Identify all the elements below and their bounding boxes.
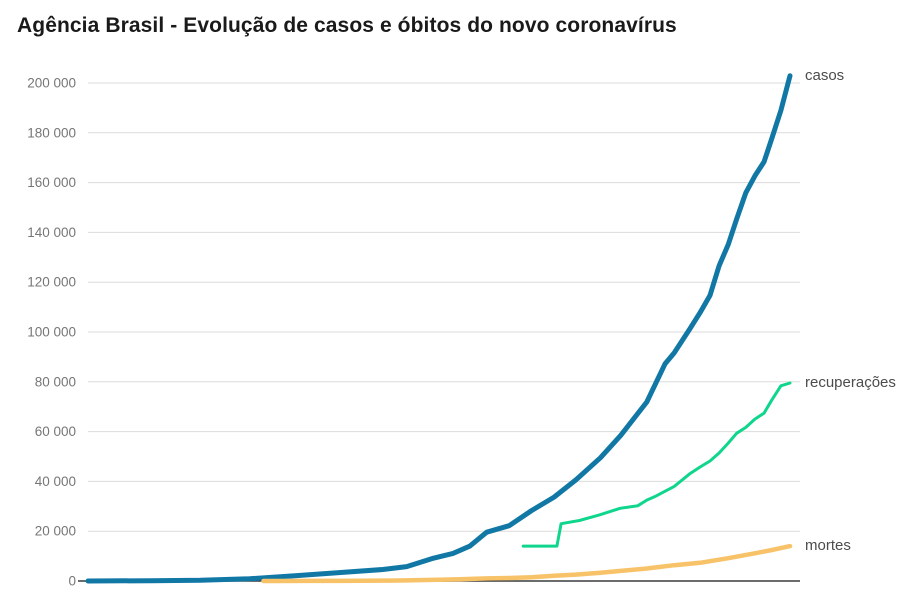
y-tick-label: 0 [68, 574, 76, 589]
y-tick-label: 20 000 [35, 524, 76, 539]
y-tick-label: 140 000 [27, 225, 76, 240]
chart-title: Agência Brasil - Evolução de casos e óbi… [17, 14, 677, 37]
y-tick-label: 180 000 [27, 125, 76, 140]
series-line-mortes [261, 543, 793, 584]
y-tick-label: 100 000 [27, 325, 76, 340]
y-tick-label: 40 000 [35, 474, 76, 489]
y-tick-label: 200 000 [27, 76, 76, 91]
y-tick-label: 80 000 [35, 374, 76, 389]
series-label-mortes: mortes [805, 537, 851, 555]
y-tick-label: 60 000 [35, 424, 76, 439]
series-label-casos: casos [805, 66, 845, 84]
series-line-recuperacoes [521, 381, 792, 548]
series-label-recuperacoes: recuperações [805, 374, 896, 392]
y-tick-label: 120 000 [27, 275, 76, 290]
y-tick-label: 160 000 [27, 175, 76, 190]
series-line-casos [85, 73, 793, 584]
